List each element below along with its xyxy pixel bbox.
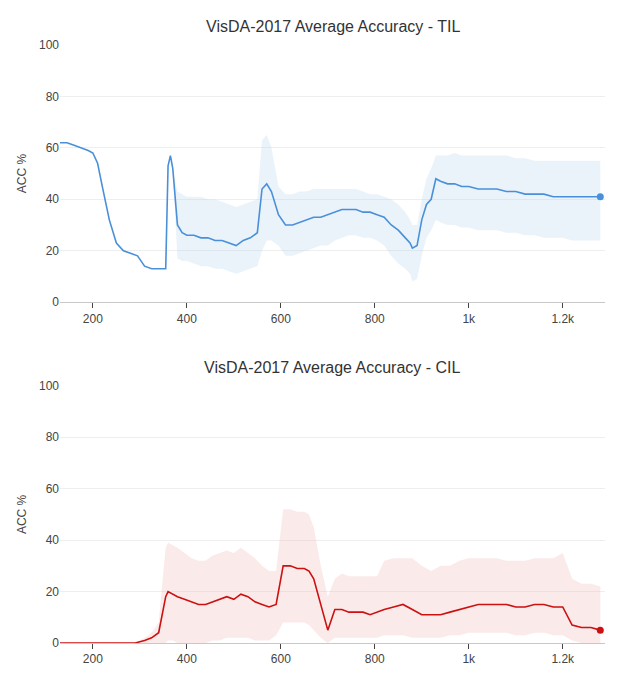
- svg-text:800: 800: [365, 312, 385, 326]
- svg-text:600: 600: [271, 312, 291, 326]
- svg-text:400: 400: [177, 312, 197, 326]
- svg-text:60: 60: [46, 482, 60, 496]
- svg-text:100: 100: [39, 38, 59, 52]
- svg-text:20: 20: [46, 244, 60, 258]
- svg-text:60: 60: [46, 141, 60, 155]
- svg-text:400: 400: [177, 652, 197, 666]
- svg-text:40: 40: [46, 533, 60, 547]
- svg-text:1.2k: 1.2k: [551, 652, 575, 666]
- svg-text:ACC %: ACC %: [15, 494, 29, 534]
- svg-text:40: 40: [46, 192, 60, 206]
- svg-text:20: 20: [46, 585, 60, 599]
- svg-text:600: 600: [271, 652, 291, 666]
- svg-text:200: 200: [83, 312, 103, 326]
- svg-text:100: 100: [39, 379, 59, 393]
- svg-text:0: 0: [52, 636, 59, 650]
- svg-text:1k: 1k: [462, 652, 476, 666]
- svg-text:VisDA-2017 Average Accuracy -: VisDA-2017 Average Accuracy - TIL: [206, 18, 460, 35]
- svg-text:80: 80: [46, 430, 60, 444]
- svg-text:200: 200: [83, 652, 103, 666]
- svg-text:800: 800: [365, 652, 385, 666]
- svg-text:0: 0: [52, 295, 59, 309]
- svg-text:1k: 1k: [462, 312, 476, 326]
- svg-text:1.2k: 1.2k: [551, 312, 575, 326]
- svg-text:VisDA-2017 Average Accuracy -: VisDA-2017 Average Accuracy - CIL: [204, 359, 461, 376]
- svg-text:ACC %: ACC %: [15, 154, 29, 194]
- svg-text:80: 80: [46, 90, 60, 104]
